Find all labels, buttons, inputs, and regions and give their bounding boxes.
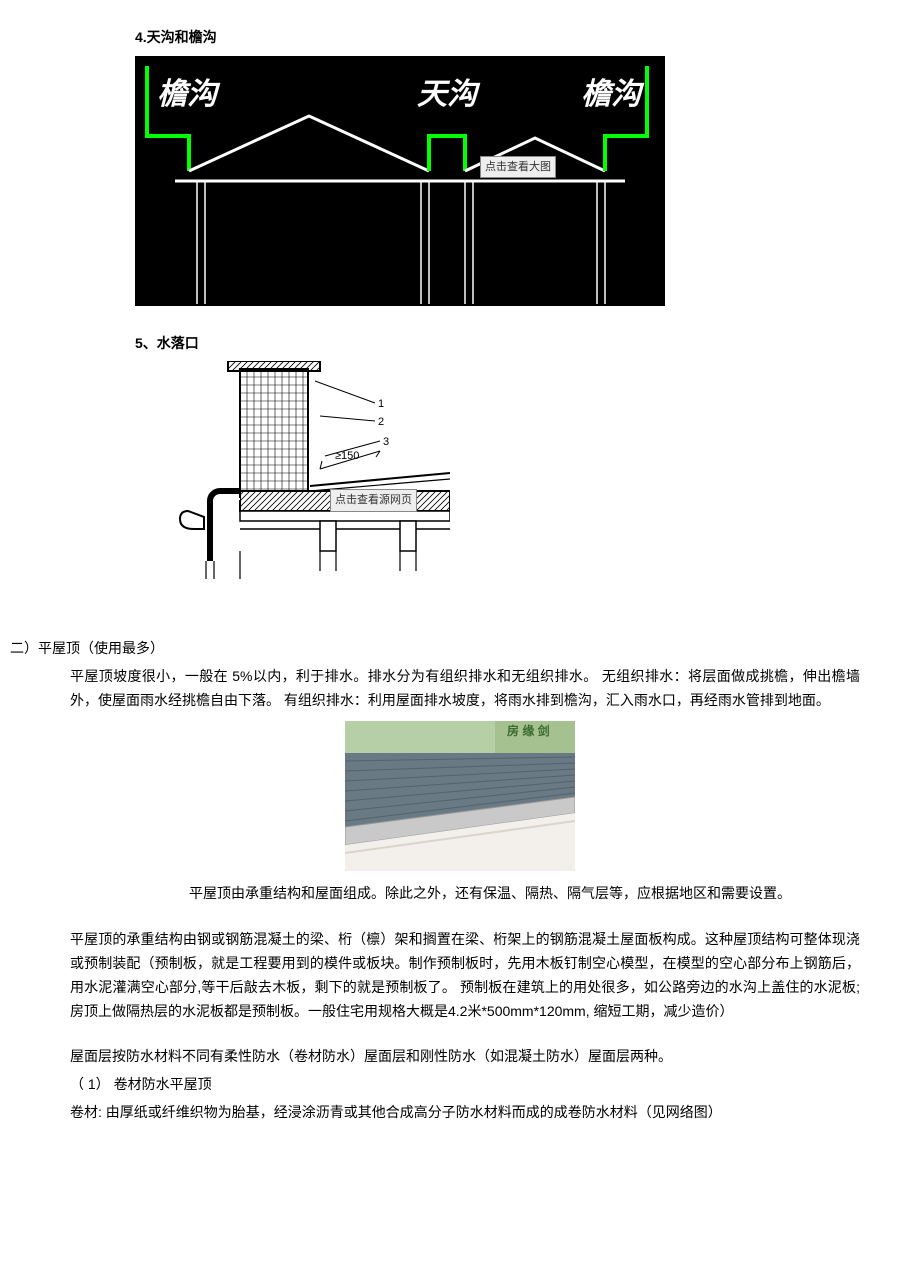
drain-diagram: 1 2 3 ≥150 点击查看源网页	[170, 361, 470, 589]
flatroof-p3: 平屋顶的承重结构由钢或钢筋混凝土的梁、桁（檩）架和搁置在梁、桁架上的钢筋混凝土屋…	[70, 928, 860, 1023]
roof-photo: 房 缘 剑	[345, 721, 575, 879]
callout-1: 1	[378, 398, 384, 410]
flatroof-title: 二）平屋顶（使用最多）	[10, 637, 860, 661]
label-right-eave: 檐沟	[581, 78, 645, 111]
drain-svg: 1 2 3 ≥150	[170, 361, 450, 581]
roof-photo-svg: 房 缘 剑	[345, 721, 575, 871]
flatroof-p2: 平屋顶由承重结构和屋面组成。除此之外，还有保温、隔热、隔气层等，应根据地区和需要…	[130, 882, 850, 906]
flatroof-p5: （ 1） 卷材防水平屋顶	[70, 1073, 860, 1097]
flatroof-p4: 屋面层按防水材料不同有柔性防水（卷材防水）屋面层和刚性防水（如混凝土防水）屋面层…	[70, 1045, 860, 1069]
section5-heading: 5、水落口	[135, 332, 860, 356]
gutter-svg: 檐沟 天沟 檐沟	[135, 56, 665, 306]
section4-heading: 4.天沟和檐沟	[135, 26, 860, 50]
callout-2: 2	[378, 416, 384, 428]
flatroof-p1: 平屋顶坡度很小，一般在 5%以内，利于排水。排水分为有组织排水和无组织排水。 无…	[70, 665, 860, 713]
flatroof-p6: 卷材: 由厚纸或纤维织物为胎基，经浸涂沥青或其他合成高分子防水材料而成的成卷防水…	[70, 1101, 860, 1125]
diagram1-overlay[interactable]: 点击查看大图	[480, 156, 556, 179]
label-valley: 天沟	[417, 78, 481, 111]
gutter-diagram: 檐沟 天沟 檐沟 点击查看大图	[135, 56, 665, 314]
dim-150: ≥150	[335, 450, 359, 462]
label-left-eave: 檐沟	[157, 78, 221, 111]
photo-watermark: 房 缘 剑	[507, 723, 550, 738]
callout-3: 3	[383, 436, 389, 448]
diagram2-overlay[interactable]: 点击查看源网页	[330, 489, 417, 512]
